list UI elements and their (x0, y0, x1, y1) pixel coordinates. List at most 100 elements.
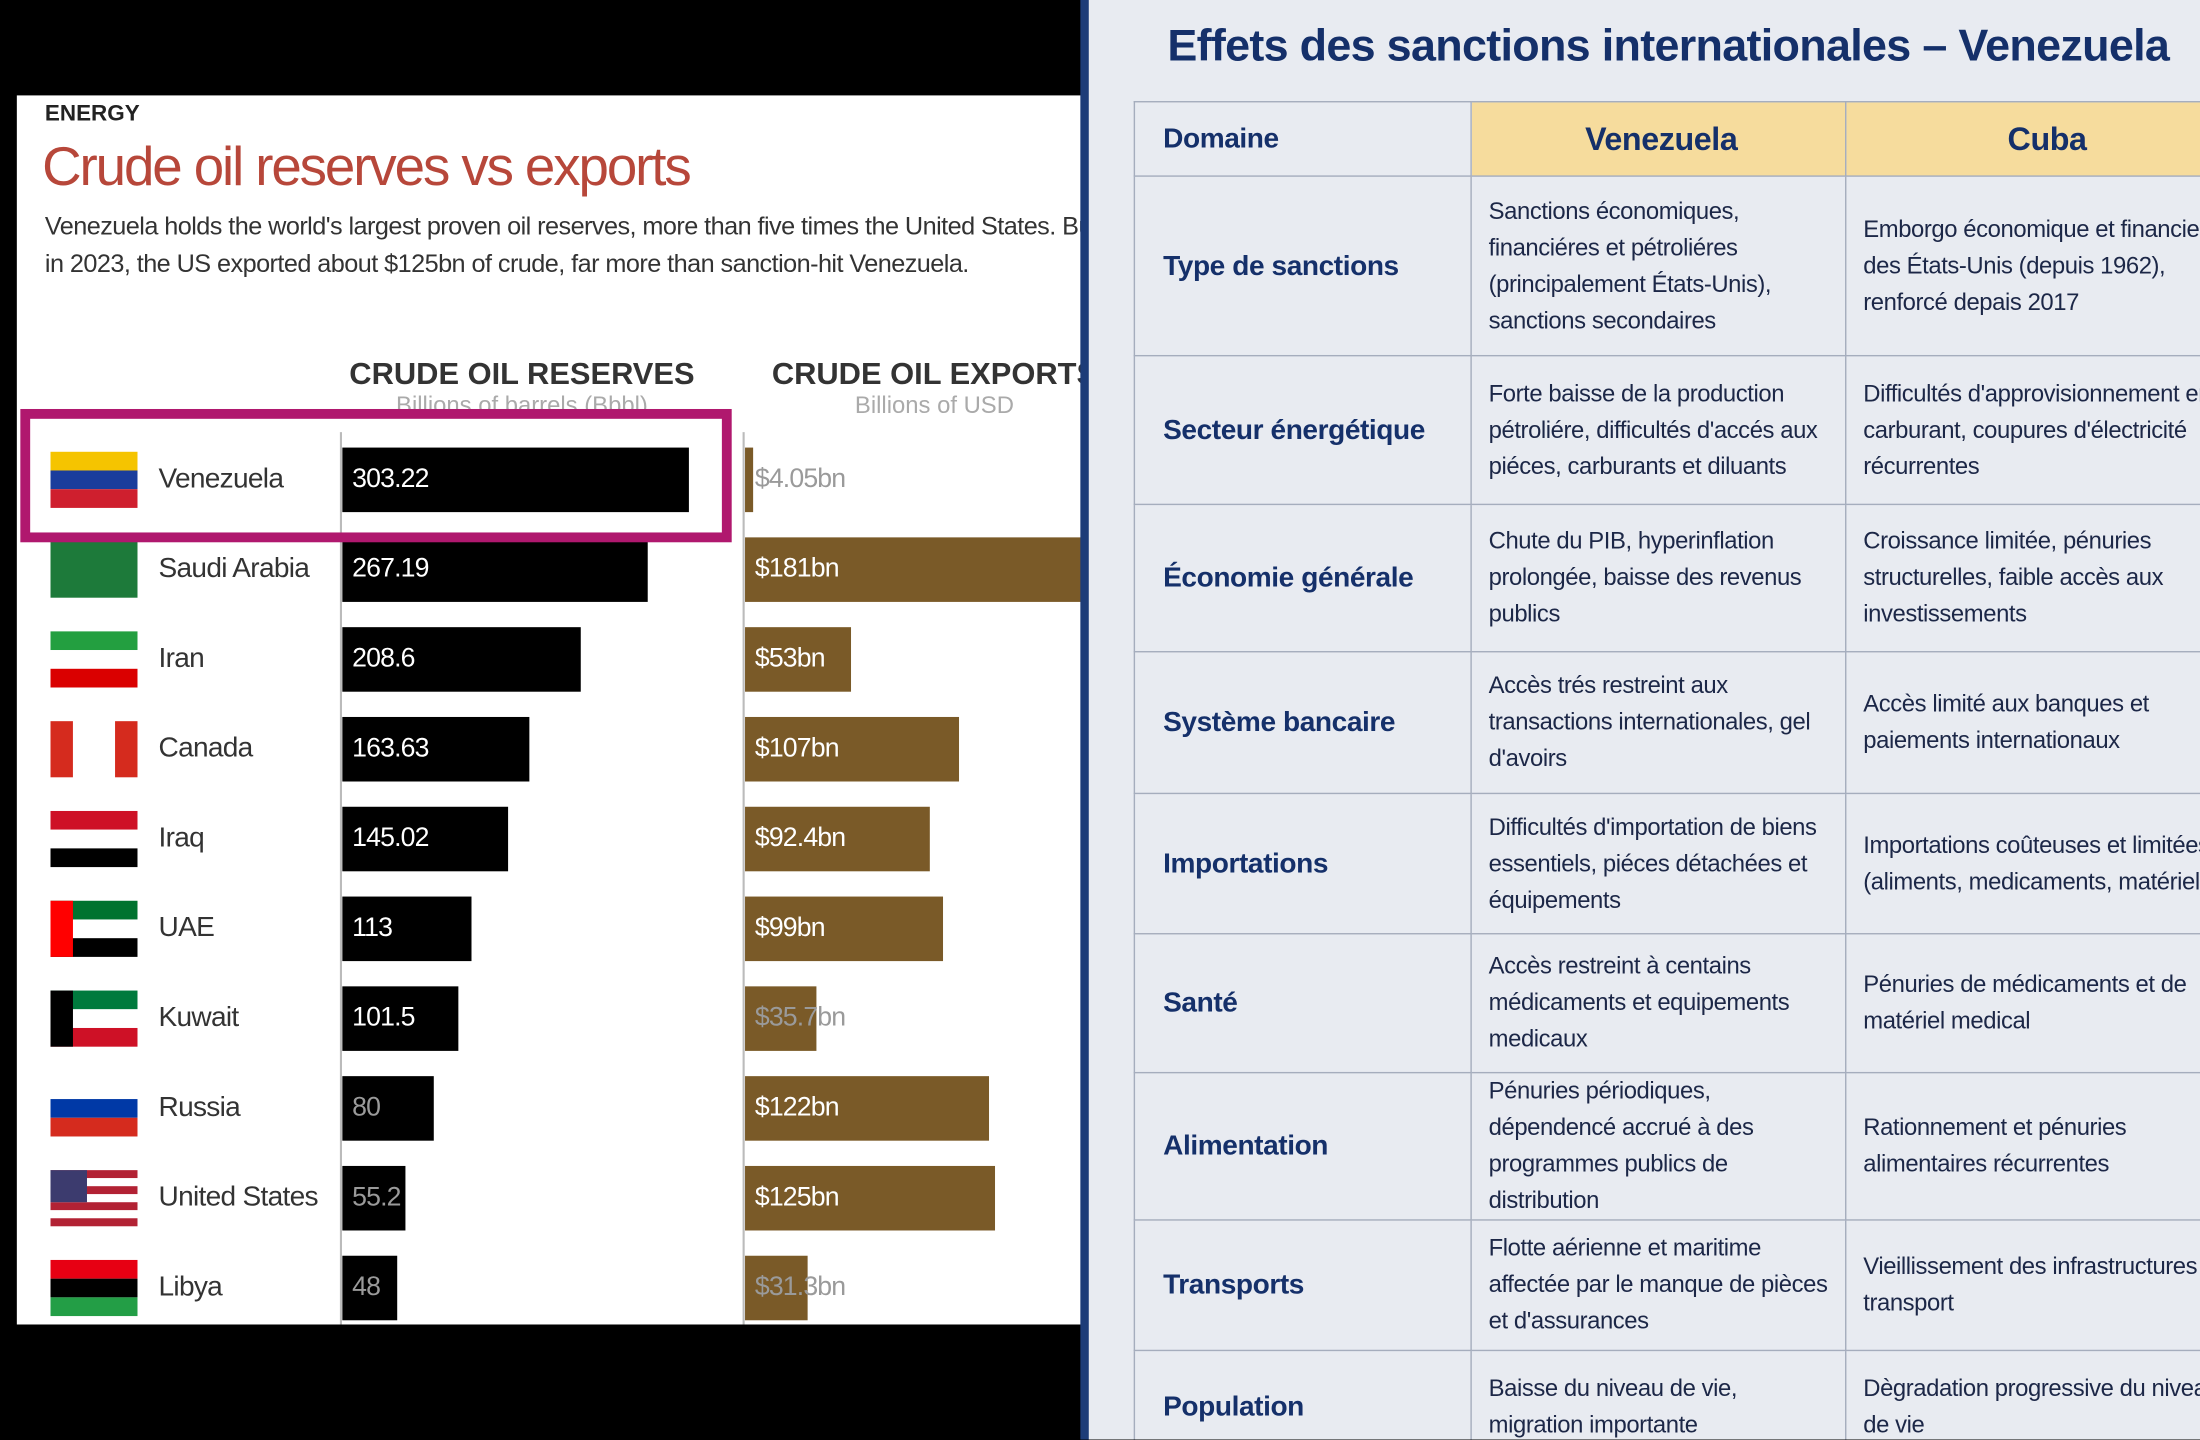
category-label: Kuwait (159, 1001, 240, 1032)
chart-subtitle: Venezuela holds the world's largest prov… (44, 211, 1099, 278)
column-header: Cuba (1845, 101, 2200, 177)
value-label: 208.6 (352, 642, 414, 672)
column-header: Domaine (1133, 101, 1472, 177)
flag (50, 451, 138, 508)
value-label: 145.02 (352, 822, 428, 852)
flag-stripe (50, 721, 73, 778)
flag-band (50, 900, 73, 957)
table-cell: Sanctions économiques, financiéres et pé… (1470, 175, 1847, 357)
category-label: Iraq (159, 821, 205, 852)
table-cell: Rationnement et pénuries alimentaires ré… (1845, 1071, 2200, 1221)
flag-stripe (50, 1218, 138, 1227)
category-label: Libya (159, 1270, 224, 1301)
flag-stripe (50, 541, 138, 598)
table-cell: Chute du PIB, hyperinflation prolongée, … (1470, 503, 1847, 653)
flag (50, 990, 138, 1047)
bar (342, 537, 648, 602)
flag-stripe (72, 721, 116, 778)
value-label: 101.5 (352, 1002, 414, 1032)
value-label: 303.22 (352, 463, 428, 493)
bar (745, 1255, 808, 1321)
row-header: Économie générale (1133, 503, 1472, 653)
flag-stripe (50, 1259, 138, 1279)
value-label: 80 (352, 1091, 380, 1121)
category-label: Iran (159, 642, 205, 673)
flag-stripe (50, 1278, 138, 1298)
bar (342, 627, 581, 692)
flag (50, 810, 138, 868)
section-label: ENERGY (44, 102, 140, 127)
table-cell: Pénuries de médicaments et de matériel m… (1845, 933, 2200, 1074)
flag-stripe (50, 1170, 138, 1179)
flag-stripe (50, 1099, 138, 1118)
flag-stripe (50, 1117, 138, 1137)
row-header: Système bancaire (1133, 651, 1472, 795)
table-row: Importations Difficultés d'importation de… (1133, 792, 2200, 935)
value-label: $107bn (755, 732, 839, 762)
value-label: $53bn (755, 642, 825, 672)
bar (342, 1076, 434, 1141)
value-label: 48 (352, 1271, 380, 1301)
table-cell: Vieillissement des infrastructures de tr… (1845, 1219, 2200, 1352)
chart-title: Crude oil reserves vs exports (42, 137, 692, 198)
value-label: $99bn (755, 912, 825, 942)
flag-stripe (50, 829, 138, 849)
table-row: Transports Flotte aérienne et maritime af… (1133, 1219, 2200, 1352)
value-label: $125bn (755, 1181, 839, 1211)
column-header: Venezuela (1470, 101, 1847, 177)
table-title: Effets des sanctions internationales – V… (1167, 19, 2170, 71)
bar (342, 806, 509, 872)
sanctions-table: Domaine Venezuela Cuba Type de sanctions San… (1133, 101, 2200, 1440)
row-header: Type de sanctions (1133, 175, 1472, 357)
table-row: Type de sanctions Sanctions économiques, … (1133, 175, 2200, 357)
header-row: Domaine Venezuela Cuba (1133, 101, 2200, 177)
value-label: $181bn (755, 553, 839, 583)
table-row: Système bancaire Accès trés restreint aux… (1133, 651, 2200, 795)
table-cell: Croissance limitée, pénuries structurell… (1845, 503, 2200, 653)
flag (50, 900, 138, 957)
table-cell: Pénuries périodiques, dépendencé accrué … (1470, 1071, 1847, 1221)
flag-stripe (50, 1202, 138, 1211)
bar (745, 627, 852, 692)
row-header: Santé (1133, 933, 1472, 1074)
bar (745, 806, 930, 872)
value-label: 163.63 (352, 732, 428, 762)
category-label: Saudi Arabia (159, 552, 311, 583)
table-cell: Flotte aérienne et maritime affectée par… (1470, 1219, 1847, 1352)
category-label: Russia (159, 1091, 242, 1122)
flag-stripe (50, 1080, 138, 1100)
value-label: $92.4bn (755, 822, 845, 852)
flag (50, 721, 138, 778)
divider (1080, 0, 1089, 1440)
bar (342, 1255, 398, 1321)
flag-stripe (50, 631, 138, 651)
table-row: Économie générale Chute du PIB, hyperinfl… (1133, 503, 2200, 653)
row-header: Secteur énergétique (1133, 354, 1472, 506)
row-header: Transports (1133, 1219, 1472, 1352)
value-label: $122bn (755, 1091, 839, 1121)
flag-stripe (115, 721, 138, 778)
flag (50, 541, 138, 598)
panel-title: CRUDE OIL RESERVES (349, 356, 694, 391)
flag-stripe (50, 489, 138, 508)
flag-canton (50, 1170, 87, 1203)
flag (50, 1259, 138, 1317)
bar (342, 716, 530, 782)
table-cell: Emborgo économique et financier des État… (1845, 175, 2200, 357)
flag-stripe (50, 451, 138, 471)
value-label: $31.3bn (755, 1271, 845, 1301)
table-row: Secteur énergétique Forte baisse de la pr… (1133, 354, 2200, 506)
table-cell: Difficultés d'approvisionnement en carbu… (1845, 354, 2200, 506)
flag-stripe (50, 668, 138, 688)
table-cell: Dègradation progressive du niveau de vie (1845, 1349, 2200, 1440)
table-cell: Accès restreint à centains médicaments e… (1470, 933, 1847, 1074)
flag-stripe (50, 650, 138, 669)
category-label: United States (159, 1181, 319, 1212)
table-cell: Importations coûteuses et limitées (alim… (1845, 792, 2200, 935)
flag-band (50, 990, 73, 1047)
bar (342, 896, 472, 962)
value-label: 55.2 (352, 1181, 401, 1211)
